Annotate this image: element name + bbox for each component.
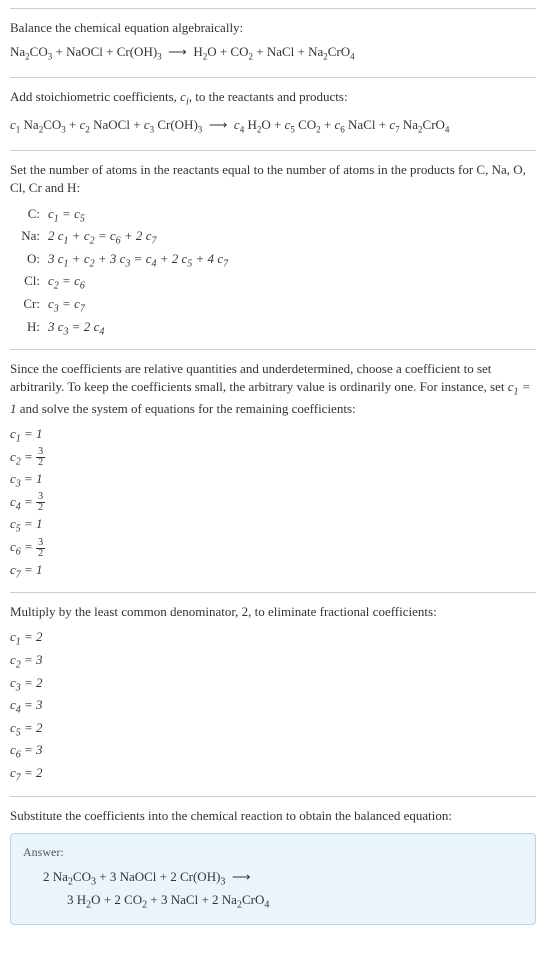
atom-row-o: O: 3 c1 + c2 + 3 c3 = c4 + 2 c5 + 4 c7 [18,249,536,272]
integer-coefficients: c1 = 2 c2 = 3 c3 = 2 c4 = 3 c5 = 2 c6 = … [10,627,536,785]
atom-label: Na: [18,226,48,249]
atom-label: Cl: [18,271,48,294]
multiply-instruction: Multiply by the least common denominator… [10,603,536,621]
atom-row-na: Na: 2 c1 + c2 = c6 + 2 c7 [18,226,536,249]
int-coeff-c4: c4 = 3 [10,695,536,718]
coeff-c6: c6 = 32 [10,537,536,560]
atom-row-h: H: 3 c3 = 2 c4 [18,317,536,340]
coeff-c5: c5 = 1 [10,514,536,537]
int-coeff-c3: c3 = 2 [10,673,536,696]
atom-eq: c1 = c5 [48,204,85,227]
balanced-equation-line2: 3 H2O + 2 CO2 + 3 NaCl + 2 Na2CrO4 [23,890,523,914]
stoich-instruction: Add stoichiometric coefficients, ci, to … [10,88,536,110]
answer-box: Answer: 2 Na2CO3 + 3 NaOCl + 2 Cr(OH)3 ⟶… [10,833,536,925]
section-balance-intro: Balance the chemical equation algebraica… [10,8,536,77]
coeff-c2: c2 = 32 [10,447,536,470]
atom-eq: c2 = c6 [48,271,85,294]
coeff-c3: c3 = 1 [10,469,536,492]
atom-eq: c3 = c7 [48,294,85,317]
atom-eq: 3 c1 + c2 + 3 c3 = c4 + 2 c5 + 4 c7 [48,249,228,272]
atom-label: H: [18,317,48,340]
atom-instruction: Set the number of atoms in the reactants… [10,161,536,197]
coeff-c7: c7 = 1 [10,560,536,583]
atom-label: C: [18,204,48,227]
answer-label: Answer: [23,844,523,861]
stoich-text-1: Add stoichiometric coefficients, [10,89,180,104]
atom-label: O: [18,249,48,272]
atom-eq: 2 c1 + c2 = c6 + 2 c7 [48,226,156,249]
int-coeff-c7: c7 = 2 [10,763,536,786]
stoich-equation: c1 Na2CO3 + c2 NaOCl + c3 Cr(OH)3 ⟶ c4 H… [10,116,536,136]
atom-row-cl: Cl: c2 = c6 [18,271,536,294]
stoich-text-2: , to the reactants and products: [189,89,348,104]
atom-equations-table: C: c1 = c5 Na: 2 c1 + c2 = c6 + 2 c7 O: … [18,204,536,340]
coeff-c1: c1 = 1 [10,424,536,447]
int-coeff-c1: c1 = 2 [10,627,536,650]
int-coeff-c2: c2 = 3 [10,650,536,673]
section-stoichiometric: Add stoichiometric coefficients, ci, to … [10,77,536,150]
section-final-answer: Substitute the coefficients into the che… [10,796,536,935]
atom-row-c: C: c1 = c5 [18,204,536,227]
coeff-c4: c4 = 32 [10,492,536,515]
balanced-equation-line1: 2 Na2CO3 + 3 NaOCl + 2 Cr(OH)3 ⟶ [23,867,523,891]
ci-symbol: ci [180,89,189,104]
atom-row-cr: Cr: c3 = c7 [18,294,536,317]
atom-eq: 3 c3 = 2 c4 [48,317,104,340]
int-coeff-c5: c5 = 2 [10,718,536,741]
section-integer-coefficients: Multiply by the least common denominator… [10,592,536,795]
substitute-instruction: Substitute the coefficients into the che… [10,807,536,825]
solve-instruction: Since the coefficients are relative quan… [10,360,536,418]
solve-text-2: and solve the system of equations for th… [17,401,356,416]
balance-instruction: Balance the chemical equation algebraica… [10,19,536,37]
section-atom-equations: Set the number of atoms in the reactants… [10,150,536,349]
fractional-coefficients: c1 = 1 c2 = 32 c3 = 1 c4 = 32 c5 = 1 c6 … [10,424,536,582]
solve-text-1: Since the coefficients are relative quan… [10,361,508,394]
atom-label: Cr: [18,294,48,317]
int-coeff-c6: c6 = 3 [10,740,536,763]
section-solve-coefficients: Since the coefficients are relative quan… [10,349,536,592]
unbalanced-equation: Na2CO3 + NaOCl + Cr(OH)3 ⟶ H2O + CO2 + N… [10,43,536,63]
